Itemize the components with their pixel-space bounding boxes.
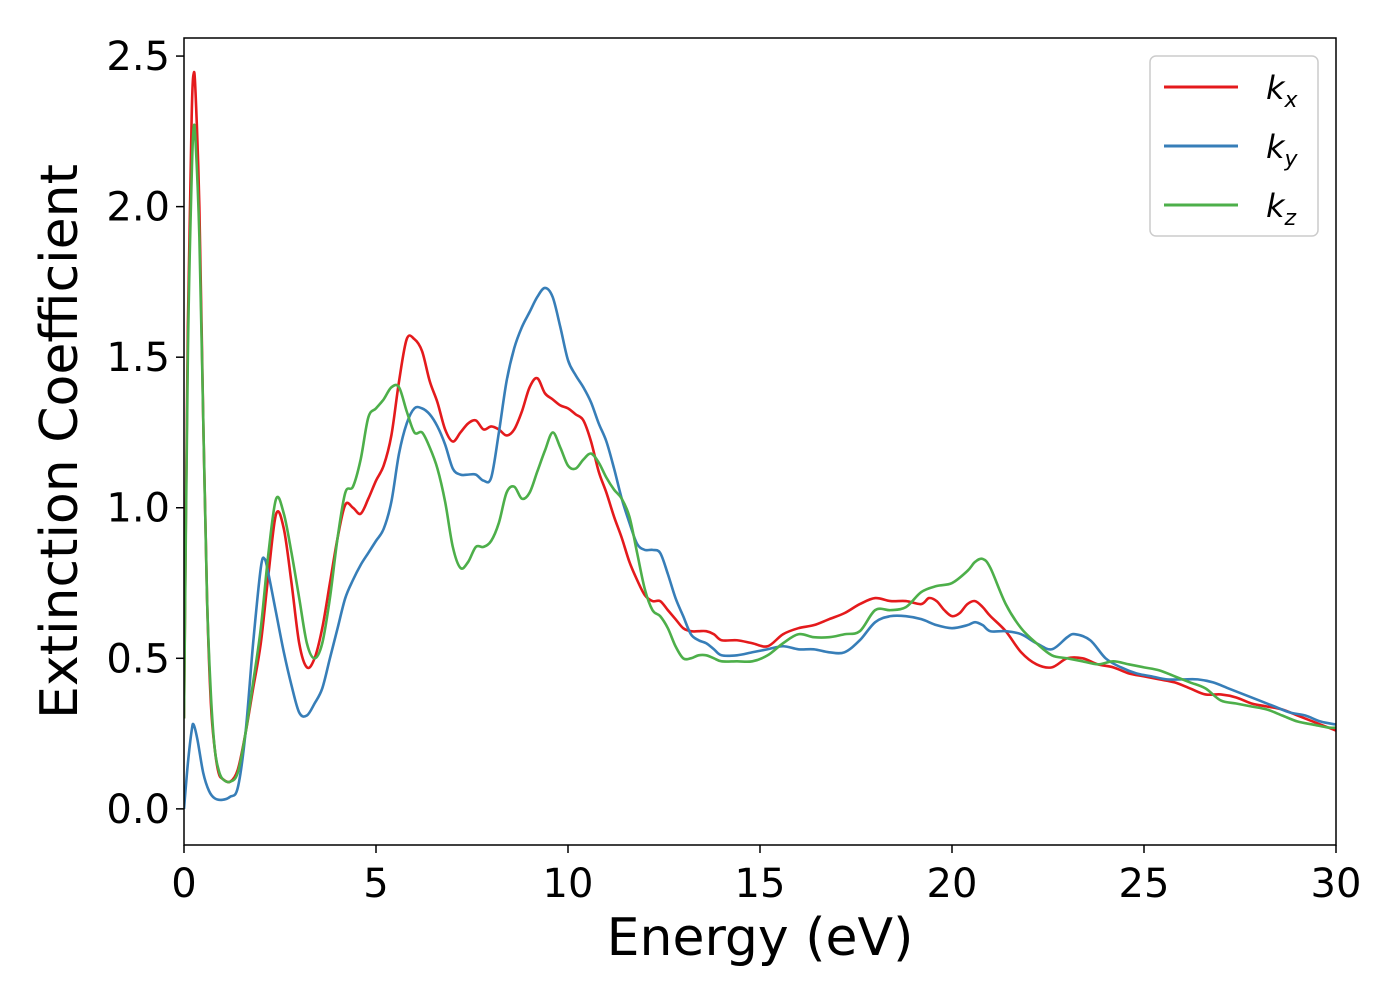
y-tick-label: 0.0 xyxy=(106,787,170,833)
y-tick-label: 1.5 xyxy=(106,335,170,381)
x-tick-label: 0 xyxy=(171,861,196,907)
series-line-k-y xyxy=(184,286,1336,809)
x-axis-title: Energy (eV) xyxy=(607,908,914,968)
y-axis-title: Extinction Coefficient xyxy=(30,164,90,719)
legend-label-k-z: kz xyxy=(1266,187,1297,231)
legend: kx ky kz xyxy=(1149,55,1319,237)
x-tick-label: 15 xyxy=(735,861,786,907)
plot-lines xyxy=(184,70,1336,809)
x-tick-label: 30 xyxy=(1311,861,1362,907)
x-tick-label: 10 xyxy=(543,861,594,907)
x-axis-ticks: 0 5 10 15 20 25 30 xyxy=(171,845,1361,907)
x-tick-label: 25 xyxy=(1119,861,1170,907)
legend-label-k-y: ky xyxy=(1266,128,1299,172)
y-axis-ticks: 0.0 0.5 1.0 1.5 2.0 2.5 xyxy=(106,34,184,833)
legend-label-k-x: kx xyxy=(1266,69,1299,113)
y-tick-label: 2.0 xyxy=(106,185,170,231)
series-line-k-z xyxy=(184,123,1336,784)
y-tick-label: 1.0 xyxy=(106,486,170,532)
x-tick-label: 5 xyxy=(363,861,388,907)
y-tick-label: 2.5 xyxy=(106,34,170,80)
x-tick-label: 20 xyxy=(927,861,978,907)
y-tick-label: 0.5 xyxy=(106,636,170,682)
